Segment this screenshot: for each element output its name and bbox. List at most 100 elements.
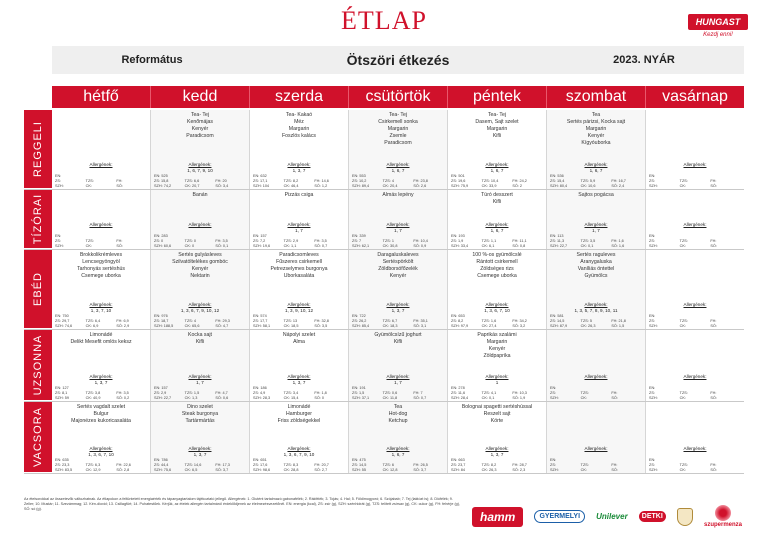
nutrition-value: ZS: 2,9 [154, 390, 167, 395]
nutrition-value: CK: [679, 243, 686, 248]
allergen-label: Allergének: [485, 446, 509, 451]
nutrition-value: SZH: 37,1 [352, 395, 370, 400]
nutrition-value: SZH: 33,4 [451, 243, 469, 248]
allergen-label: Allergének: [287, 374, 311, 379]
allergen-info: Allergének: 1, 3, 7 [351, 302, 445, 313]
allergen-label: Allergének: [89, 162, 113, 167]
nutrition-value: SZH: 22,7 [550, 243, 568, 248]
nutrition-value: FH: 4,7 [215, 390, 228, 395]
nutrition-value: TZS: 0 [184, 238, 197, 243]
nutrition-value: SÓ: 3,7 [215, 467, 229, 472]
nutrition-value: ZS: [649, 390, 655, 395]
nutrition-value: EN: 663 [451, 458, 465, 462]
nutrition-value: ZS: 15,8 [154, 178, 169, 183]
nutrition-value: EN: 283 [154, 234, 168, 238]
meal-label: TÍZÓRAI [24, 190, 52, 249]
nutrition-value: CK: [580, 395, 587, 400]
nutrition-value: SÓ: [116, 243, 123, 248]
nutrition-info: EN: 581 ZS: 14,5 TZS: 5 FH: 21,8 SZH: 87,9 CK… [550, 314, 642, 328]
nutrition-value: EN: [55, 174, 62, 178]
allergen-info: Allergének: 1, 6, 7 [450, 222, 544, 233]
nutrition-info: EN: 536 ZS: 15,4 TZS: 5,9 FH: 16,7 SZH: 80,4… [550, 174, 642, 188]
nutrition-value: SZH: 59 [55, 395, 69, 400]
day-thursday: csütörtök [349, 86, 448, 108]
nutrition-value: ZS: 11,6 [451, 390, 466, 395]
nutrition-value: EN: 635 [55, 458, 69, 462]
day-header: hétfő kedd szerda csütörtök péntek szomb… [52, 86, 744, 108]
nutrition-value: CK: 12,8 [382, 467, 398, 472]
allergen-info: Allergének: [54, 222, 148, 228]
dish-item: Tea- Kakaó [285, 112, 313, 118]
allergen-label: Allergének: [386, 222, 410, 227]
allergen-label: Allergének: [89, 374, 113, 379]
nutrition-value: EN: 127 [55, 386, 69, 390]
nutrition-value: TZS: [679, 390, 688, 395]
allergen-info: Allergének: 1, 3, 7 [252, 374, 346, 385]
logo-tagline: Kezdj enni! [703, 32, 733, 38]
nutrition-info: EN: 632 ZS: 17,1 TZS: 8,2 FH: 14,6 SZH: 104 C… [253, 174, 345, 188]
allergen-info: Allergének: [648, 374, 742, 380]
allergen-info: Allergének: [549, 446, 643, 452]
nutrition-value: EN: 750 [55, 314, 69, 318]
allergen-codes: 1, 7 [394, 379, 402, 385]
nutrition-value: EN: 553 [352, 174, 366, 178]
nutrition-value: ZS: 1,9 [451, 238, 464, 243]
nutrition-value: SZH: [649, 243, 658, 248]
nutrition-value: SZH: 60,6 [154, 243, 172, 248]
dish-item: Fűszeres csirkemell [276, 259, 322, 265]
nutrition-value: FH: 21,8 [611, 318, 626, 323]
nutrition-value: CK: 33,9 [481, 183, 497, 188]
dish-item: Szilvatöltelékes gombóc [172, 259, 228, 265]
dish-item: Pizzás csiga [284, 192, 314, 198]
dish-item: Steak burgonya [181, 411, 219, 417]
allergen-info: Allergének: 1, 3, 7 [153, 446, 247, 457]
dish-item: Limonádé [89, 332, 113, 338]
nutrition-value: TZS: 6,4 [85, 318, 101, 323]
nutrition-value: ZS: 19,6 [451, 178, 466, 183]
nutrition-value: ZS: [550, 390, 556, 395]
allergen-label: Allergének: [287, 222, 311, 227]
nutrition-value: TZS: 6,7 [382, 318, 398, 323]
nutrition-value: ZS: 14,5 [550, 318, 565, 323]
dish-item: Foszlós kalács [281, 133, 317, 139]
menu-cell: Sertés vagdalt szelet Bulgur Majonézes kuk… [52, 402, 151, 473]
day-saturday: szombat [547, 86, 646, 108]
allergen-info: Allergének: 1, 6, 7 [450, 162, 544, 173]
nutrition-value: EN: [649, 234, 656, 238]
allergen-label: Allergének: [584, 222, 608, 227]
menu-cell: Tea- Tej Dasem, Sajt szelet Margarin Kifli A… [448, 110, 547, 189]
nutrition-value: CK: 6,5 [184, 467, 198, 472]
day-tuesday: kedd [151, 86, 250, 108]
nutrition-value: FH: [710, 178, 717, 183]
nutrition-value: FH: 28,7 [512, 462, 527, 467]
nutrition-value: FH: 24,2 [512, 178, 527, 183]
allergen-label: Allergének: [386, 302, 410, 307]
footer-note: Az ételsorokkal az összetevők változhatn… [24, 497, 460, 511]
nutrition-info: EN: 278 ZS: 11,6 TZS: 4,1 FH: 10,3 SZH: 28,4… [451, 386, 543, 400]
dish-item: Tartármártás [185, 418, 215, 424]
nutrition-value: FH: [116, 178, 123, 183]
allergen-label: Allergének: [584, 446, 608, 451]
dish-item: Csemege uborka [81, 273, 121, 279]
allergen-label: Allergének: [89, 302, 113, 307]
nutrition-value: CK: 1,1 [283, 243, 297, 248]
meal-row: VACSORA Sertés vagdalt szelet Bulgur Majoné… [24, 402, 744, 474]
allergen-info: Allergének: 1, 3, 7, 10 [54, 302, 148, 313]
menu-cell: Tea Sertés párizsi, Kocka sajt Margarin Ken… [547, 110, 646, 189]
nutrition-value: SÓ: 0,7 [413, 395, 427, 400]
nutrition-value: EN: 191 [352, 386, 366, 390]
nutrition-value: FH: [710, 462, 717, 467]
nutrition-value: ZS: 15,4 [550, 178, 565, 183]
nutrition-value: SZH: [55, 183, 64, 188]
dish-item: Kifli [195, 339, 205, 345]
nutrition-value: ZS: 17,6 [253, 462, 268, 467]
menu-cell: Banán Allergének: EN: 283 ZS: 0 TZS: 0 FH: 3,… [151, 190, 250, 249]
nutrition-value: EN: 536 [550, 174, 564, 178]
menu-cell: Allergének: EN: ZS: TZS: FH: SZH: CK: SÓ: [547, 330, 646, 401]
nutrition-value: SZH: [649, 395, 658, 400]
nutrition-value: ZS: 17,7 [253, 318, 268, 323]
nutrition-value: ZS: [649, 238, 655, 243]
dish-item: Csirkemell sonka [378, 119, 418, 125]
allergen-info: Allergének: 1, 6, 7 [351, 446, 445, 457]
nutrition-value: SÓ: 0,7 [314, 243, 328, 248]
